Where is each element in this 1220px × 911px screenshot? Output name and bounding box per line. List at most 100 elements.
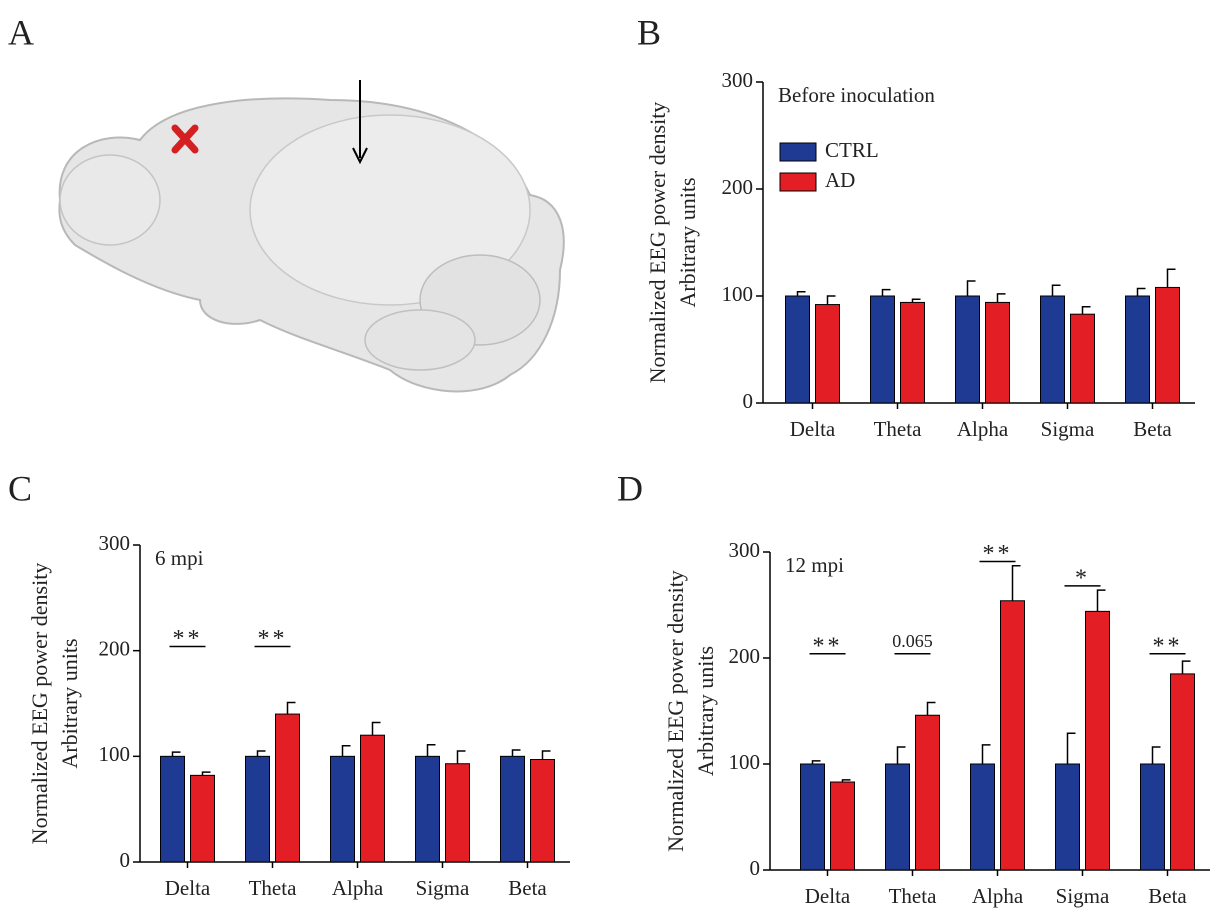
y-tick-label: 300 — [722, 68, 754, 92]
y-tick-label: 300 — [729, 538, 761, 562]
y-axis-label: Normalized EEG power density — [27, 563, 52, 845]
error-bar — [201, 771, 211, 776]
x-tick-label: Beta — [508, 876, 547, 900]
error-bar — [256, 750, 266, 757]
y-tick-label: 0 — [750, 856, 761, 880]
error-bar — [1151, 746, 1161, 764]
bar — [900, 301, 925, 404]
brainstem — [364, 309, 476, 371]
x-tick-label: Sigma — [416, 876, 470, 900]
bar — [1085, 610, 1110, 871]
error-bar — [1166, 268, 1176, 288]
bar — [1125, 295, 1150, 404]
bar — [530, 759, 555, 863]
bar — [160, 755, 185, 863]
x-tick-label: Alpha — [957, 417, 1009, 441]
bar — [245, 755, 270, 863]
bar — [360, 734, 385, 863]
x-tick-label: Theta — [889, 884, 937, 908]
x-tick-label: Beta — [1133, 417, 1172, 441]
error-bar — [1051, 284, 1061, 296]
y-tick-label: 200 — [99, 636, 131, 660]
bar — [275, 713, 300, 863]
y-tick-label: 0 — [743, 389, 754, 413]
bar — [985, 301, 1010, 404]
error-bar — [896, 746, 906, 764]
bar — [1170, 673, 1195, 871]
annotation: * — [1075, 565, 1090, 591]
bar — [1070, 313, 1095, 404]
x-tick-label: Theta — [874, 417, 922, 441]
error-bar — [981, 744, 991, 764]
legend-swatch — [779, 172, 817, 192]
error-bar — [1181, 660, 1191, 674]
x-tick-label: Sigma — [1056, 884, 1110, 908]
x-tick-label: Theta — [249, 876, 297, 900]
bar — [330, 755, 355, 863]
brain-illustration — [58, 80, 565, 393]
bar — [190, 774, 215, 863]
bar — [1000, 600, 1025, 871]
error-bar — [881, 288, 891, 296]
annotation: ** — [813, 633, 843, 659]
error-bar — [841, 779, 851, 783]
panel-label: D — [617, 468, 643, 508]
y-axis-label: Arbitrary units — [675, 177, 700, 307]
chart-title: 6 mpi — [155, 546, 204, 570]
error-bar — [1136, 287, 1146, 296]
error-bar — [996, 293, 1006, 303]
bar — [1040, 295, 1065, 404]
legend-label: AD — [825, 168, 855, 192]
error-bar — [371, 721, 381, 736]
bar — [885, 763, 910, 871]
panel-label: C — [8, 468, 32, 508]
bar — [500, 755, 525, 863]
y-tick-label: 200 — [722, 175, 754, 199]
bar — [815, 304, 840, 404]
x-tick-label: Alpha — [332, 876, 384, 900]
annotation: ** — [173, 626, 203, 652]
bar — [970, 763, 995, 871]
x-tick-label: Sigma — [1041, 417, 1095, 441]
error-bar — [966, 280, 976, 296]
y-tick-label: 300 — [99, 531, 131, 555]
panel-label: A — [8, 12, 34, 52]
arrow-head — [352, 147, 368, 165]
y-tick-label: 100 — [729, 750, 761, 774]
x-tick-label: Alpha — [972, 884, 1024, 908]
bar — [785, 295, 810, 404]
y-axis-label: Arbitrary units — [693, 646, 718, 776]
y-axis-label: Normalized EEG power density — [645, 102, 670, 384]
y-tick-label: 0 — [120, 848, 131, 872]
error-bar — [1066, 732, 1076, 764]
error-bar — [796, 290, 806, 296]
error-bar — [826, 295, 836, 305]
y-tick-label: 200 — [729, 644, 761, 668]
bar — [1055, 763, 1080, 871]
chart-title: 12 mpi — [785, 553, 844, 577]
y-axis-label: Arbitrary units — [57, 638, 82, 768]
x-tick-label: Delta — [790, 417, 836, 441]
bar — [415, 755, 440, 863]
annotation: ** — [258, 626, 288, 652]
legend-label: CTRL — [825, 138, 879, 162]
error-bar — [911, 298, 921, 303]
legend-swatch — [779, 142, 817, 162]
olfactory-bulb — [59, 154, 161, 246]
error-bar — [426, 743, 436, 757]
annotation: ** — [1153, 633, 1183, 659]
y-tick-label: 100 — [722, 282, 754, 306]
x-tick-label: Delta — [805, 884, 851, 908]
error-bar — [1081, 305, 1091, 315]
x-tick-label: Delta — [165, 876, 211, 900]
error-bar — [811, 760, 821, 764]
y-axis-label: Normalized EEG power density — [663, 570, 688, 852]
annotation: ** — [983, 541, 1013, 567]
error-bar — [341, 745, 351, 757]
bar — [1155, 286, 1180, 404]
error-bar — [456, 750, 466, 764]
